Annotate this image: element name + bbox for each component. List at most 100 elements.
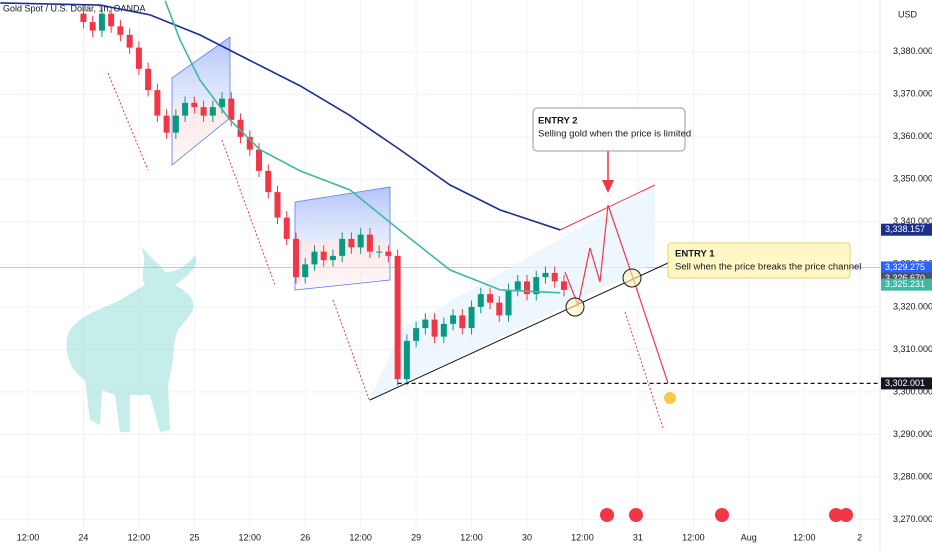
y-tick-label: 3,280.000 [893, 471, 932, 481]
candle-body [246, 136, 253, 150]
candle-body [126, 34, 133, 48]
candle-body [200, 107, 207, 116]
candle-body [524, 281, 531, 295]
candle-body [172, 115, 179, 133]
x-tick-label: 26 [300, 532, 310, 542]
x-tick-label: 12:00 [460, 532, 483, 542]
price-label: 3,325.231 [885, 279, 925, 289]
candle-body [311, 251, 318, 265]
candle-body [403, 340, 410, 380]
candle-body [505, 289, 512, 316]
marker-circle [622, 268, 642, 288]
x-tick-label: 12:00 [682, 532, 705, 542]
candle-body [339, 238, 346, 256]
pointer-head [602, 180, 614, 193]
dotted-arrows [107, 72, 664, 429]
price-label-bg [881, 377, 932, 390]
candle-body [80, 13, 87, 23]
candle-body [108, 13, 115, 27]
candle-body [459, 315, 466, 329]
annotation-title: ENTRY 1 [675, 249, 715, 260]
candle-body [496, 302, 503, 316]
candle-body [487, 294, 494, 303]
candle-body [89, 22, 96, 31]
y-tick-label: 3,340.000 [893, 216, 932, 226]
x-tick-label: 30 [522, 532, 532, 542]
x-tick-label: 12:00 [349, 532, 372, 542]
candle-body [209, 107, 216, 116]
moving-average [0, 2, 561, 231]
price-label: 3,302.001 [885, 378, 925, 388]
candle-body [320, 251, 327, 261]
x-tick-label: 12:00 [128, 532, 151, 542]
y-tick-label: 3,360.000 [893, 131, 932, 141]
candle-body [366, 234, 373, 252]
candle-body [265, 170, 272, 193]
price-label: 3,326.670 [885, 273, 925, 283]
y-tick-label: 3,300.000 [893, 386, 932, 396]
y-tick-label: 3,310.000 [893, 344, 932, 354]
annotation-box [667, 242, 851, 279]
candle-body [422, 319, 429, 329]
candle-body [394, 255, 401, 380]
x-tick-label: 12:00 [239, 532, 262, 542]
x-tick-label: 25 [189, 532, 199, 542]
chart-title: Gold Spot / U.S. Dollar, 1h, OANDA [3, 3, 146, 13]
candle-body [560, 281, 567, 290]
bull-graphic [66, 245, 197, 432]
x-tick-label: 12:00 [17, 532, 40, 542]
candle-body [533, 277, 540, 295]
price-label: 3,329.275 [885, 262, 925, 272]
candle-body [292, 238, 299, 278]
candle-body [228, 98, 235, 120]
candle-body [477, 294, 484, 307]
channel-lower [369, 262, 669, 401]
candle-body [117, 26, 124, 35]
candle-body [413, 328, 420, 341]
moving-average [164, 0, 561, 294]
x-tick-label: 12:00 [571, 532, 594, 542]
y-tick-label: 3,290.000 [893, 429, 932, 439]
annotation-text: Sell when the price breaks the price cha… [675, 262, 861, 273]
candle-body [219, 98, 226, 108]
price-label-bg [881, 278, 932, 291]
candle-body [98, 13, 105, 31]
y-tick-label: 3,270.000 [893, 514, 932, 524]
candle-body [302, 264, 309, 278]
y-tick-label: 3,370.000 [893, 89, 932, 99]
candle-body [154, 90, 161, 116]
candle-body [348, 238, 355, 248]
y-tick-label: 3,380.000 [893, 46, 932, 56]
candle-body [468, 306, 475, 329]
y-tick-label: 3,320.000 [893, 301, 932, 311]
candle-body [514, 281, 521, 290]
x-tick-label: 31 [633, 532, 643, 542]
candle-body [191, 102, 198, 108]
x-tick-label: 29 [411, 532, 421, 542]
candle-body [357, 234, 364, 248]
price-label: 3,338.157 [885, 224, 925, 234]
candle-body [329, 255, 336, 261]
candle-body [450, 315, 457, 324]
candle-body [182, 102, 189, 116]
event-flags [600, 508, 853, 522]
candle-body [274, 192, 281, 218]
price-label-bg [881, 223, 932, 236]
channel-fill [370, 185, 655, 400]
candle-body [385, 251, 392, 256]
candle-body [256, 149, 263, 171]
candle-body [440, 323, 447, 337]
candle-body [237, 119, 244, 137]
x-tick-label: 2 [857, 532, 862, 542]
annotation-title: ENTRY 2 [538, 116, 578, 127]
candle-body [551, 272, 558, 282]
candle-body [431, 319, 438, 337]
dollar-icon [664, 392, 676, 404]
candle-body [135, 47, 142, 69]
x-tick-label: 12:00 [793, 532, 816, 542]
unit-label: USD [898, 9, 918, 19]
marker-circle [565, 297, 585, 317]
candle-body [542, 272, 549, 278]
y-tick-label: 3,350.000 [893, 174, 932, 184]
